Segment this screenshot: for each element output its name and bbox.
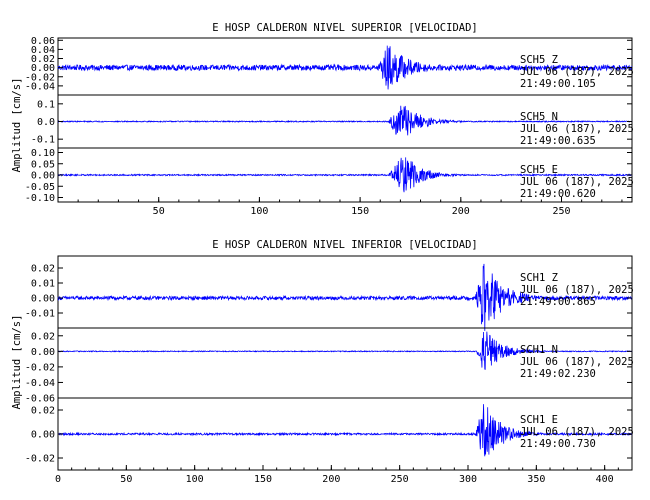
y-tick-label: -0.06 — [25, 394, 55, 405]
x-tick-label: 250 — [391, 474, 409, 485]
x-tick-label: 50 — [120, 474, 132, 485]
y-tick-label: 0.1 — [37, 99, 55, 110]
y-tick-label: 0.00 — [31, 430, 55, 441]
date-label: JUL 06 (187), 2025 — [520, 123, 634, 135]
x-tick-label: 150 — [254, 474, 272, 485]
waveform-line — [57, 331, 633, 370]
lower-panel-group: E HOSP CALDERON NIVEL INFERIOR [VELOCIDA… — [11, 239, 634, 485]
x-tick-label: 100 — [250, 206, 268, 217]
x-tick-label: 0 — [55, 474, 61, 485]
y-tick-label: 0.02 — [31, 331, 55, 342]
x-tick-label: 350 — [527, 474, 545, 485]
y-tick-label: -0.05 — [25, 182, 55, 193]
date-label: JUL 06 (187), 2025 — [520, 66, 634, 78]
y-tick-label: 0.10 — [31, 148, 55, 159]
upper-panel-group: E HOSP CALDERON NIVEL SUPERIOR [VELOCIDA… — [11, 22, 634, 217]
y-tick-label: -0.10 — [25, 193, 55, 204]
y-tick-label: 0.00 — [31, 347, 55, 358]
time-label: 21:49:00.105 — [520, 78, 596, 90]
time-label: 21:49:02.230 — [520, 368, 596, 380]
waveform-line — [57, 263, 633, 331]
station-component-label: SCH1 N — [520, 344, 558, 356]
y-tick-label: 0.00 — [31, 63, 55, 74]
station-component-label: SCH1 Z — [520, 272, 558, 284]
y-tick-label: 0.05 — [31, 159, 55, 170]
x-tick-label: 300 — [459, 474, 477, 485]
time-label: 21:49:00.635 — [520, 135, 596, 147]
date-label: JUL 06 (187), 2025 — [520, 356, 634, 368]
date-label: JUL 06 (187), 2025 — [520, 426, 634, 438]
y-tick-label: -0.1 — [31, 135, 55, 146]
y-tick-label: -0.02 — [25, 72, 55, 83]
waveform-line — [57, 105, 633, 136]
x-tick-label: 200 — [452, 206, 470, 217]
lower-panel-ylabel: Amplitud [cm/s] — [11, 315, 23, 410]
waveform-line — [57, 45, 633, 90]
time-label: 21:49:00.730 — [520, 438, 596, 450]
y-tick-label: 0.06 — [31, 36, 55, 47]
y-tick-label: -0.04 — [25, 81, 55, 92]
y-tick-label: 0.02 — [31, 264, 55, 275]
station-component-label: SCH5 E — [520, 164, 558, 176]
time-label: 21:49:00.620 — [520, 188, 596, 200]
station-component-label: SCH5 N — [520, 111, 558, 123]
y-tick-label: 0.01 — [31, 279, 55, 290]
y-tick-label: -0.01 — [25, 309, 55, 320]
date-label: JUL 06 (187), 2025 — [520, 284, 634, 296]
station-component-label: SCH5 Z — [520, 54, 558, 66]
station-component-label: SCH1 E — [520, 414, 558, 426]
x-tick-label: 100 — [186, 474, 204, 485]
y-tick-label: 0.00 — [31, 171, 55, 182]
time-label: 21:49:00.865 — [520, 296, 596, 308]
x-tick-label: 50 — [153, 206, 165, 217]
waveform-line — [57, 404, 633, 457]
date-label: JUL 06 (187), 2025 — [520, 176, 634, 188]
y-tick-label: 0.0 — [37, 117, 55, 128]
y-tick-label: 0.00 — [31, 294, 55, 305]
x-tick-label: 400 — [596, 474, 614, 485]
y-tick-label: 0.02 — [31, 406, 55, 417]
y-tick-label: -0.02 — [25, 362, 55, 373]
y-tick-label: -0.02 — [25, 454, 55, 465]
x-tick-label: 150 — [351, 206, 369, 217]
waveform-line — [57, 157, 633, 193]
lower-panel-title: E HOSP CALDERON NIVEL INFERIOR [VELOCIDA… — [212, 239, 478, 251]
upper-panel-ylabel: Amplitud [cm/s] — [11, 78, 23, 173]
x-tick-label: 250 — [552, 206, 570, 217]
y-tick-label: 0.04 — [31, 45, 55, 56]
x-tick-label: 200 — [322, 474, 340, 485]
y-tick-label: 0.02 — [31, 54, 55, 65]
upper-panel-title: E HOSP CALDERON NIVEL SUPERIOR [VELOCIDA… — [212, 22, 478, 34]
y-tick-label: -0.04 — [25, 378, 55, 389]
